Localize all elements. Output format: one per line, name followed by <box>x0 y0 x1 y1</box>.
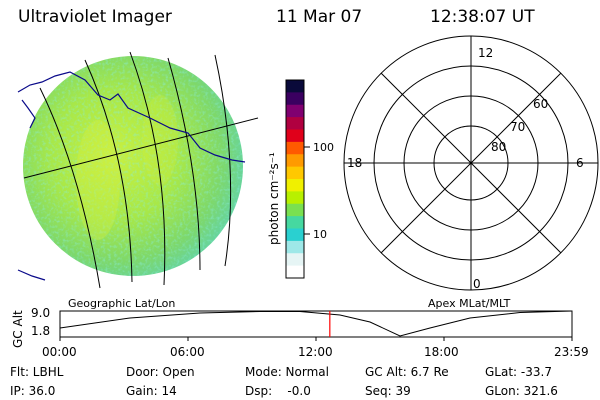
colorbar-stripe <box>286 253 304 267</box>
colorbar-stripe <box>286 141 304 155</box>
status-glon: GLon: 321.6 <box>485 384 558 398</box>
x-tick-0000: 00:00 <box>42 345 77 359</box>
geographic-caption: Geographic Lat/Lon <box>68 297 176 310</box>
coastline <box>17 71 246 281</box>
status-flt: Flt: LBHL <box>10 365 64 379</box>
altitude-plot <box>59 310 573 341</box>
colorbar-stripe <box>286 216 304 229</box>
colorbar-stripe <box>286 92 304 106</box>
colorbar-stripe <box>286 166 304 180</box>
polar-plot <box>343 35 599 291</box>
colorbar-stripe <box>286 129 304 143</box>
colorbar-stripe <box>286 117 304 130</box>
time-label: 12:38:07 UT <box>430 7 535 27</box>
colorbar-unit-label: photon cm⁻²s⁻¹ <box>267 152 281 245</box>
polar-label-6: 6 <box>576 156 584 170</box>
colorbar-stripe <box>286 191 304 205</box>
polar-lat-80: 80 <box>491 140 507 154</box>
colorbar-tick-100: 100 <box>313 141 334 154</box>
polar-lat-60: 60 <box>533 97 549 111</box>
colorbar-stripe <box>286 104 304 118</box>
status-mode: Mode: Normal <box>245 365 329 379</box>
colorbar-stripe <box>286 265 304 279</box>
polar-label-18: 18 <box>347 156 363 170</box>
colorbar-tick-10: 10 <box>313 228 327 241</box>
date-label: 11 Mar 07 <box>276 7 363 27</box>
status-seq: Seq: 39 <box>365 384 411 398</box>
apex-caption: Apex MLat/MLT <box>428 297 511 310</box>
altitude-ymin: 1.8 <box>31 324 51 338</box>
polar-lat-70: 70 <box>510 120 526 134</box>
altitude-axis-label: GC Alt <box>11 310 25 348</box>
status-door: Door: Open <box>126 365 195 379</box>
colorbar-stripe <box>286 240 304 254</box>
colorbar-stripe <box>286 80 304 93</box>
colorbar-stripe <box>286 228 304 242</box>
status-ip: IP: 36.0 <box>10 384 56 398</box>
polar-label-12: 12 <box>478 46 494 60</box>
x-tick-2359: 23:59 <box>554 345 589 359</box>
colorbar-stripe <box>286 154 304 168</box>
status-glat: GLat: -33.7 <box>485 365 552 379</box>
colorbar-stripe <box>286 179 304 192</box>
status-gc-alt: GC Alt: 6.7 Re <box>365 365 449 379</box>
geographic-grid <box>23 51 259 289</box>
altitude-ymax: 9.0 <box>31 306 51 320</box>
uv-earth-image <box>23 56 243 276</box>
x-tick-1800: 18:00 <box>424 345 459 359</box>
status-gain: Gain: 14 <box>126 384 177 398</box>
instrument-title: Ultraviolet Imager <box>18 7 172 27</box>
x-tick-0600: 06:00 <box>170 345 205 359</box>
colorbar-stripe <box>286 203 304 217</box>
status-dsp: Dsp: -0.0 <box>245 384 311 398</box>
colorbar <box>285 79 310 279</box>
x-tick-1200: 12:00 <box>298 345 333 359</box>
polar-label-0: 0 <box>473 277 481 291</box>
